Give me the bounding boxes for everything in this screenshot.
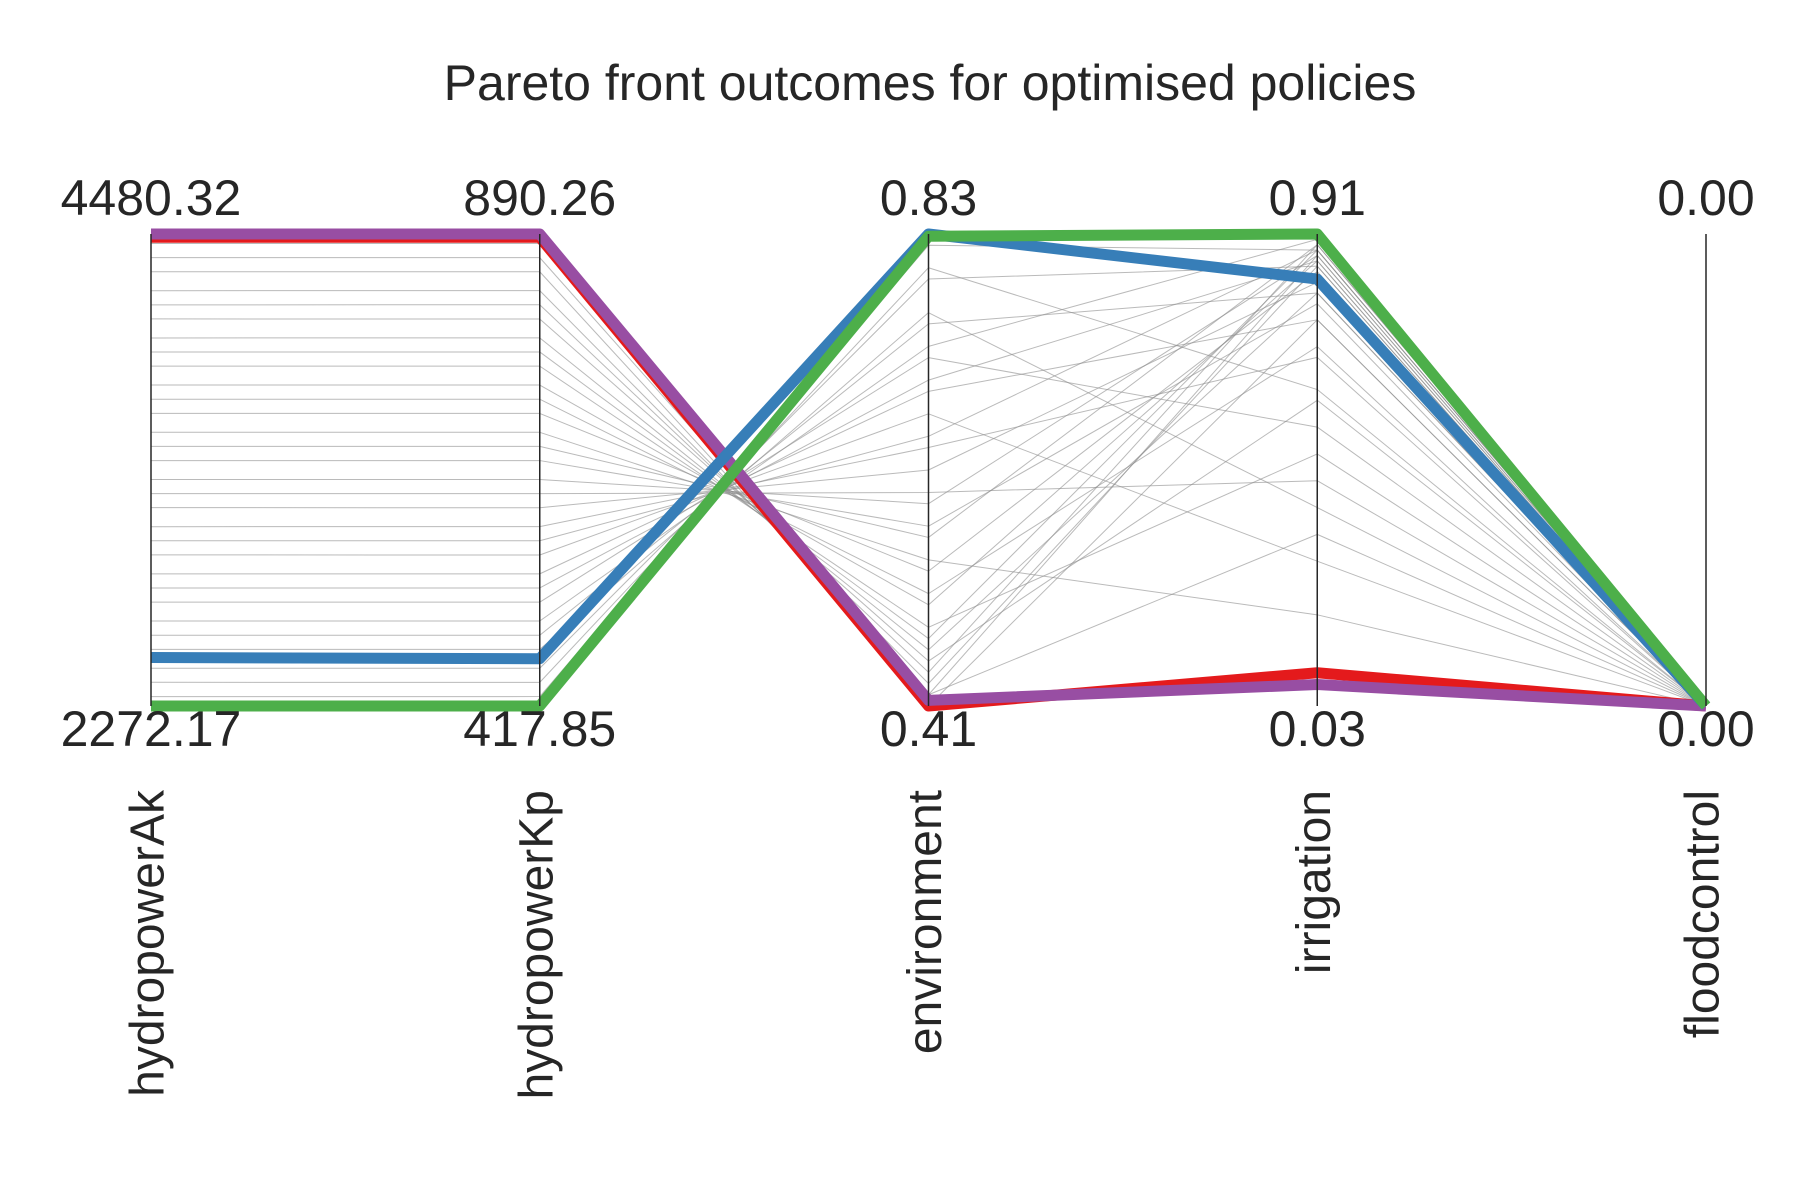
axis-label: environment (899, 790, 952, 1054)
axis-label: irrigation (1288, 790, 1341, 974)
tick-label: 4480.32 (61, 170, 242, 226)
tick-label: 0.03 (1269, 701, 1366, 757)
tick-label: 0.00 (1657, 170, 1754, 226)
tick-label: 890.26 (463, 170, 616, 226)
tick-label: 0.41 (880, 701, 977, 757)
axis-label: floodcontrol (1677, 790, 1730, 1038)
tick-label: 0.91 (1269, 170, 1366, 226)
tick-label: 417.85 (463, 701, 616, 757)
axis-label: hydropowerAk (122, 789, 175, 1097)
tick-label: 2272.17 (61, 701, 242, 757)
tick-label: 0.83 (880, 170, 977, 226)
axis-label: hydropowerKp (510, 790, 563, 1100)
tick-label: 0.00 (1657, 701, 1754, 757)
chart-title: Pareto front outcomes for optimised poli… (444, 55, 1417, 111)
